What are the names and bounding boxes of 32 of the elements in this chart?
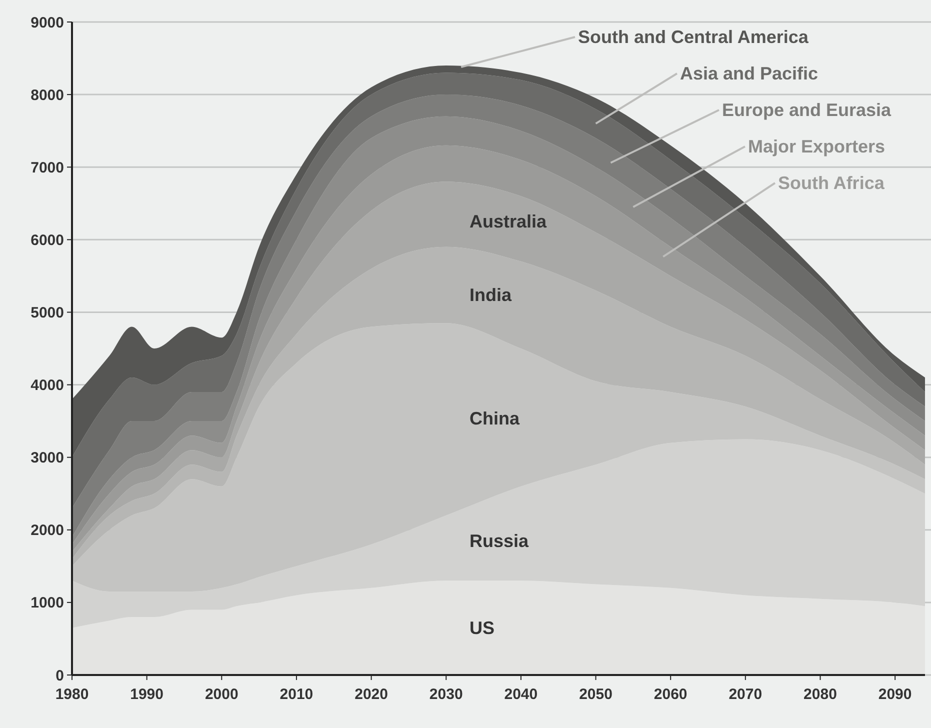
- text: Europe and Eurasia: [722, 100, 892, 120]
- series-label: US: [470, 618, 495, 638]
- x-tick-label: 2020: [354, 686, 388, 703]
- y-tick-label: 3000: [30, 450, 64, 467]
- y-tick-label: 9000: [30, 14, 64, 32]
- text: South Africa: [778, 173, 886, 193]
- text: Major Exporters: [748, 136, 886, 156]
- x-tick-label: 1990: [130, 686, 164, 703]
- x-tick-label: 2010: [280, 686, 314, 703]
- series-label: China: [470, 408, 521, 428]
- x-tick-label: 1980: [55, 686, 89, 703]
- y-tick-label: 4000: [30, 377, 64, 394]
- x-tick-label: 2070: [728, 686, 762, 703]
- series-label: Russia: [470, 530, 530, 551]
- y-tick-label: 8000: [30, 86, 64, 104]
- text: Asia and Pacific: [680, 64, 818, 84]
- series-label: Australia: [470, 212, 548, 232]
- y-tick-label: 7000: [30, 159, 64, 176]
- y-tick-label: 6000: [30, 232, 64, 249]
- y-tick-label: 0: [56, 667, 64, 684]
- x-tick-label: 2050: [579, 686, 612, 703]
- x-tick-label: 2080: [804, 686, 837, 703]
- x-tick-label: 2000: [204, 686, 238, 703]
- x-tick-label: 2040: [504, 686, 538, 703]
- series-label: India: [470, 284, 513, 305]
- y-tick-label: 2000: [30, 522, 64, 540]
- text: South and Central America: [578, 27, 810, 47]
- y-tick-label: 1000: [30, 594, 64, 612]
- x-tick-label: 2090: [878, 686, 912, 703]
- x-tick-label: 2030: [429, 686, 463, 703]
- x-tick-label: 2060: [654, 686, 688, 703]
- y-tick-label: 5000: [30, 304, 64, 322]
